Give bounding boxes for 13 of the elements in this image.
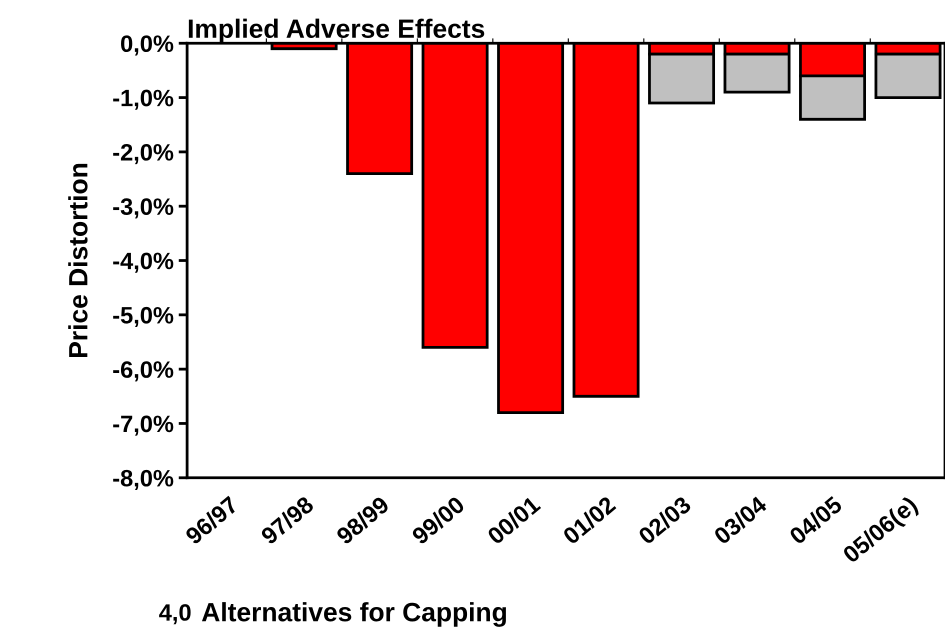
- y-axis-title: Price Distortion: [68, 164, 88, 357]
- y-tick-label: -7,0%: [113, 416, 174, 436]
- y-tick-label: -3,0%: [113, 198, 174, 218]
- text: Alternatives for Capping: [202, 602, 506, 627]
- y-tick-label: -5,0%: [113, 306, 174, 328]
- y-tick-label: -2,0%: [113, 144, 174, 164]
- y-tick-label: -8,0%: [113, 470, 174, 490]
- y-tick-label: 0,0%: [121, 35, 174, 56]
- y-tick-label: -6,0%: [113, 361, 174, 382]
- y-tick-label: -4,0%: [113, 252, 174, 273]
- text: 4,0: [159, 604, 191, 624]
- chart-title: Implied Adverse Effects: [188, 18, 484, 44]
- y-tick-label: -1,0%: [113, 90, 174, 110]
